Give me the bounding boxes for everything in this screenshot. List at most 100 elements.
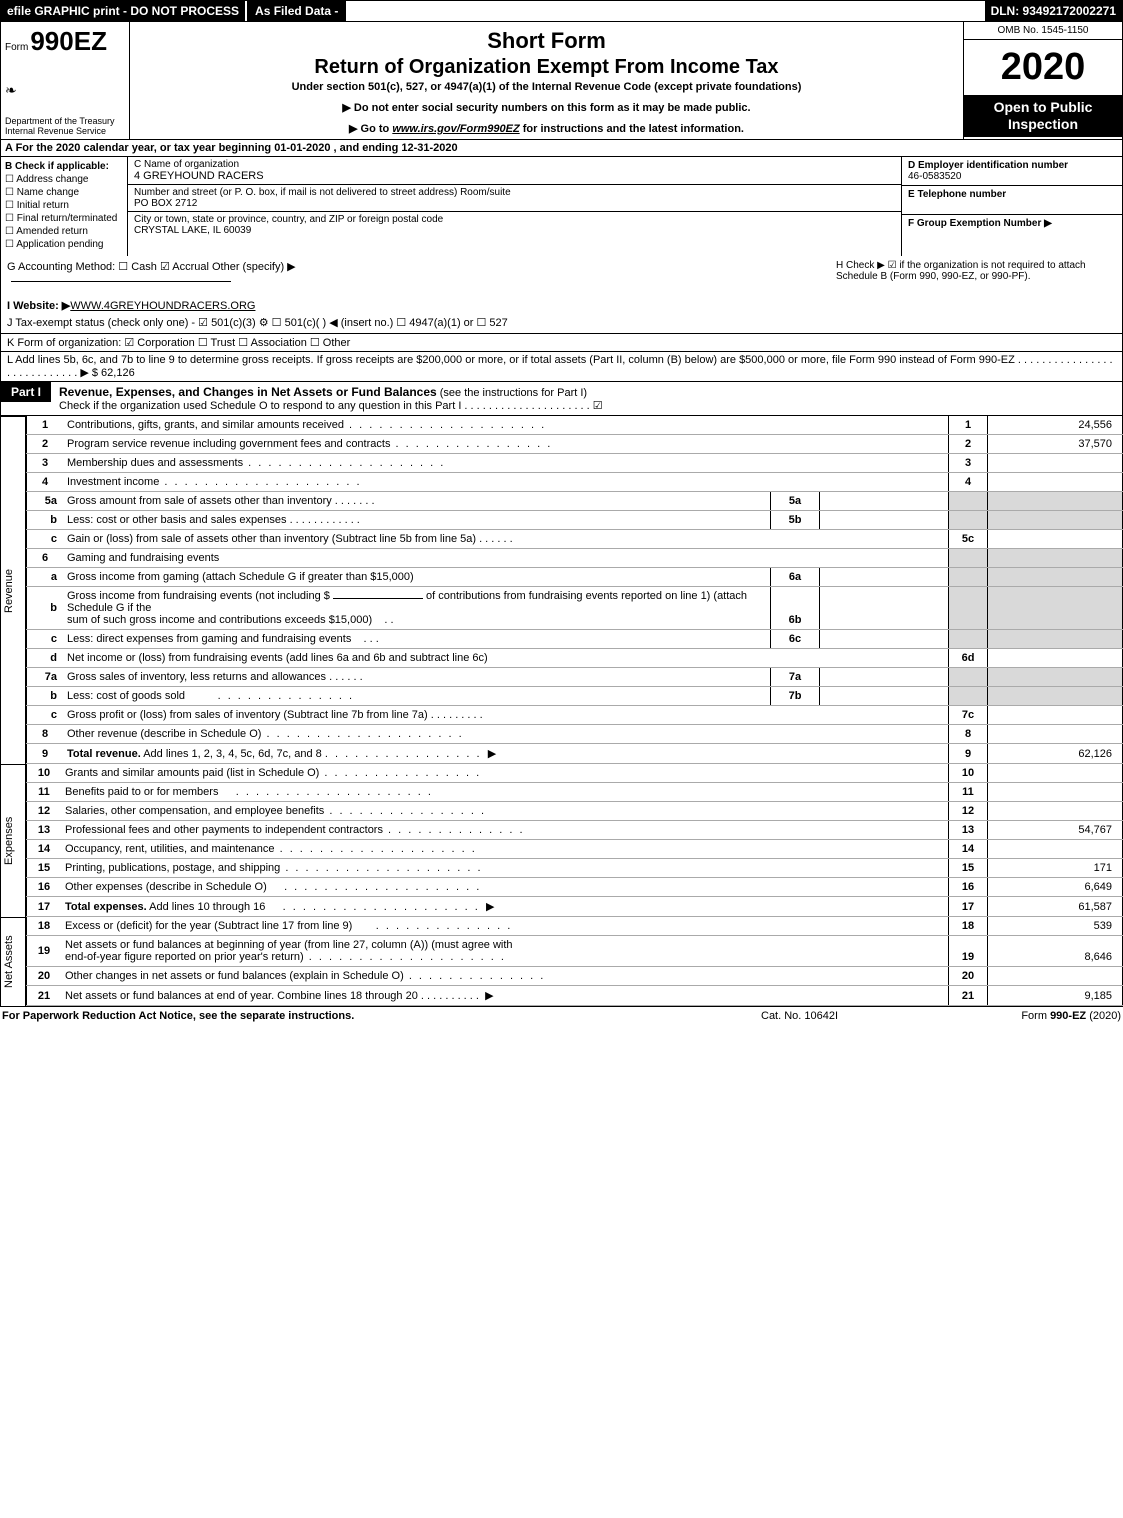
- j-tax-exempt: J Tax-exempt status (check only one) - ☑…: [7, 316, 826, 329]
- line-3-rnum: 3: [949, 454, 988, 473]
- cb-final-return[interactable]: ☐ Final return/terminated: [5, 213, 123, 224]
- line-8-rnum: 8: [949, 725, 988, 744]
- b-label: B Check if applicable:: [5, 161, 123, 172]
- line-7a-num: 7a: [27, 668, 64, 687]
- line-9-rnum: 9: [949, 744, 988, 764]
- line-6-desc: Gaming and fundraising events: [63, 549, 949, 568]
- line-a-tax-year: A For the 2020 calendar year, or tax yea…: [0, 140, 1123, 157]
- line-12: 12 Salaries, other compensation, and emp…: [27, 802, 1123, 821]
- website-value[interactable]: WWW.4GREYHOUNDRACERS.ORG: [70, 300, 255, 312]
- cb-amended-return[interactable]: ☐ Amended return: [5, 226, 123, 237]
- netassets-table: 18 Excess or (deficit) for the year (Sub…: [26, 917, 1123, 1006]
- cb-name-change[interactable]: ☐ Name change: [5, 187, 123, 198]
- c-city-label: City or town, state or province, country…: [134, 214, 895, 225]
- line-10-desc: Grants and similar amounts paid (list in…: [61, 764, 949, 783]
- line-6c-rnum: [949, 630, 988, 649]
- part1-title: Revenue, Expenses, and Changes in Net As…: [59, 385, 437, 399]
- line-5a-desc: Gross amount from sale of assets other t…: [63, 492, 771, 511]
- line-5a-num: 5a: [27, 492, 64, 511]
- line-7b: b Less: cost of goods sold 7b: [27, 687, 1123, 706]
- revenue-side-label: Revenue: [0, 416, 26, 764]
- paperwork-notice: For Paperwork Reduction Act Notice, see …: [2, 1010, 761, 1022]
- line-19: 19 Net assets or fund balances at beginn…: [27, 936, 1123, 967]
- i-website-label: I Website: ▶: [7, 300, 70, 312]
- omb-number: OMB No. 1545-1150: [964, 22, 1122, 40]
- line-21-amt: 9,185: [988, 986, 1123, 1006]
- line-19-amt: 8,646: [988, 936, 1123, 967]
- cb-address-change[interactable]: ☐ Address change: [5, 174, 123, 185]
- line-5a-rnum: [949, 492, 988, 511]
- line-5a-amt: [988, 492, 1123, 511]
- line-7b-num: b: [27, 687, 64, 706]
- line-15: 15 Printing, publications, postage, and …: [27, 859, 1123, 878]
- h-schedule-b: H Check ▶ ☑ if the organization is not r…: [826, 260, 1116, 329]
- as-filed-label: As Filed Data -: [247, 1, 346, 21]
- line-7c-rnum: 7c: [949, 706, 988, 725]
- d-ein-row: D Employer identification number 46-0583…: [902, 157, 1122, 186]
- expenses-section: Expenses 10 Grants and similar amounts p…: [0, 764, 1123, 917]
- line-1-desc: Contributions, gifts, grants, and simila…: [63, 416, 949, 435]
- line-9-amt: 62,126: [988, 744, 1123, 764]
- line-6b-box: 6b: [771, 587, 820, 630]
- form-header: Form990EZ ❧ Department of the Treasury I…: [0, 22, 1123, 140]
- tax-year: 2020: [964, 40, 1122, 95]
- e-phone-label: E Telephone number: [908, 189, 1116, 200]
- line-15-rnum: 15: [949, 859, 988, 878]
- line-11-desc: Benefits paid to or for members: [61, 783, 949, 802]
- line-18-num: 18: [27, 917, 62, 936]
- line-1-rnum: 1: [949, 416, 988, 435]
- org-city: CRYSTAL LAKE, IL 60039: [134, 225, 895, 236]
- form-id-column: Form990EZ ❧ Department of the Treasury I…: [1, 22, 130, 139]
- cb-application-pending[interactable]: ☐ Application pending: [5, 239, 123, 250]
- line-2-amt: 37,570: [988, 435, 1123, 454]
- g-accounting: G Accounting Method: ☐ Cash ☑ Accrual Ot…: [7, 260, 826, 329]
- line-6a-val: [820, 568, 949, 587]
- form-prefix: Form: [5, 42, 28, 53]
- form-number: Form990EZ: [5, 26, 125, 57]
- line-16-amt: 6,649: [988, 878, 1123, 897]
- expenses-side-label: Expenses: [0, 764, 26, 917]
- line-7b-box: 7b: [771, 687, 820, 706]
- line-6c-num: c: [27, 630, 64, 649]
- line-17-rnum: 17: [949, 897, 988, 917]
- line-6a-desc: Gross income from gaming (attach Schedul…: [63, 568, 771, 587]
- line-21-rnum: 21: [949, 986, 988, 1006]
- line-21-desc: Net assets or fund balances at end of ye…: [61, 986, 949, 1006]
- line-5b-val: [820, 511, 949, 530]
- line-9-num: 9: [27, 744, 64, 764]
- f-group-label: F Group Exemption Number ▶: [908, 218, 1116, 229]
- cb-amended-return-label: Amended return: [16, 226, 88, 237]
- line-6b-desc: Gross income from fundraising events (no…: [63, 587, 771, 630]
- line-6b-num: b: [27, 587, 64, 630]
- efile-notice: efile GRAPHIC print - DO NOT PROCESS: [1, 1, 245, 21]
- expenses-table: 10 Grants and similar amounts paid (list…: [26, 764, 1123, 917]
- line-5b-rnum: [949, 511, 988, 530]
- line-3-num: 3: [27, 454, 64, 473]
- line-20: 20 Other changes in net assets or fund b…: [27, 967, 1123, 986]
- line-15-amt: 171: [988, 859, 1123, 878]
- line-13: 13 Professional fees and other payments …: [27, 821, 1123, 840]
- title-column: Short Form Return of Organization Exempt…: [130, 22, 963, 139]
- f-group-row: F Group Exemption Number ▶: [902, 215, 1122, 232]
- line-6d-num: d: [27, 649, 64, 668]
- line-6a: a Gross income from gaming (attach Sched…: [27, 568, 1123, 587]
- line-16: 16 Other expenses (describe in Schedule …: [27, 878, 1123, 897]
- line-10-rnum: 10: [949, 764, 988, 783]
- line-4-desc: Investment income: [63, 473, 949, 492]
- line-20-num: 20: [27, 967, 62, 986]
- line-11: 11 Benefits paid to or for members 11: [27, 783, 1123, 802]
- line-11-rnum: 11: [949, 783, 988, 802]
- line-18: 18 Excess or (deficit) for the year (Sub…: [27, 917, 1123, 936]
- line-7a-box: 7a: [771, 668, 820, 687]
- line-5c-rnum: 5c: [949, 530, 988, 549]
- line-5c-num: c: [27, 530, 64, 549]
- line-3: 3 Membership dues and assessments 3: [27, 454, 1123, 473]
- cb-initial-return[interactable]: ☐ Initial return: [5, 200, 123, 211]
- part1-title2: (see the instructions for Part I): [437, 387, 587, 399]
- org-name: 4 GREYHOUND RACERS: [134, 170, 895, 182]
- line-8: 8 Other revenue (describe in Schedule O)…: [27, 725, 1123, 744]
- line-6d-desc: Net income or (loss) from fundraising ev…: [63, 649, 949, 668]
- line-1-num: 1: [27, 416, 64, 435]
- line-6a-amt: [988, 568, 1123, 587]
- line-6c: c Less: direct expenses from gaming and …: [27, 630, 1123, 649]
